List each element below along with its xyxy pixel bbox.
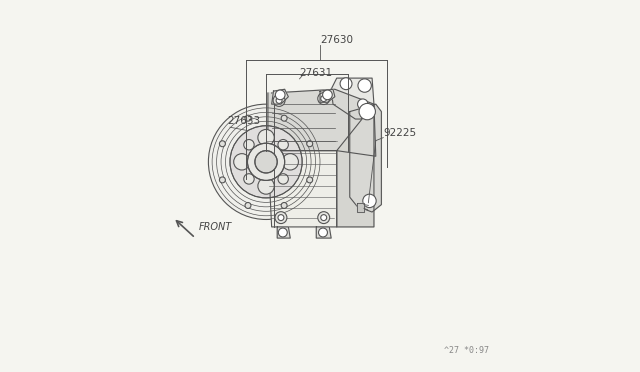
Circle shape xyxy=(245,115,251,121)
Text: 27631: 27631 xyxy=(300,68,333,78)
Text: ^27 *0:97: ^27 *0:97 xyxy=(444,346,490,355)
Circle shape xyxy=(275,90,285,100)
Circle shape xyxy=(209,104,324,219)
Polygon shape xyxy=(357,203,364,212)
Circle shape xyxy=(307,177,313,183)
Circle shape xyxy=(281,202,287,208)
Circle shape xyxy=(220,177,225,183)
Polygon shape xyxy=(268,151,337,227)
Circle shape xyxy=(273,94,285,106)
Text: 27633: 27633 xyxy=(227,116,260,126)
Polygon shape xyxy=(337,104,374,227)
Circle shape xyxy=(234,154,250,170)
Text: 27630: 27630 xyxy=(320,35,353,45)
Text: 92225: 92225 xyxy=(383,128,417,138)
Polygon shape xyxy=(316,227,331,238)
Text: FRONT: FRONT xyxy=(199,222,232,232)
Circle shape xyxy=(318,93,330,105)
Circle shape xyxy=(258,129,275,146)
Circle shape xyxy=(358,79,371,92)
Circle shape xyxy=(278,140,289,150)
Circle shape xyxy=(358,99,368,109)
Polygon shape xyxy=(268,89,376,156)
Circle shape xyxy=(248,143,285,180)
Circle shape xyxy=(282,154,298,170)
Circle shape xyxy=(258,178,275,194)
Circle shape xyxy=(278,228,287,237)
Circle shape xyxy=(281,115,287,121)
Circle shape xyxy=(321,96,326,102)
Circle shape xyxy=(307,141,313,147)
Polygon shape xyxy=(277,227,291,238)
Circle shape xyxy=(245,202,251,208)
Circle shape xyxy=(359,103,376,120)
Circle shape xyxy=(244,174,254,184)
Circle shape xyxy=(244,140,254,150)
Polygon shape xyxy=(331,78,374,119)
Polygon shape xyxy=(349,104,381,212)
Circle shape xyxy=(323,90,332,100)
Circle shape xyxy=(220,141,225,147)
Polygon shape xyxy=(271,89,289,104)
Polygon shape xyxy=(320,89,335,102)
Circle shape xyxy=(363,194,376,208)
Circle shape xyxy=(230,126,302,198)
Circle shape xyxy=(255,151,277,173)
Circle shape xyxy=(278,215,284,221)
Circle shape xyxy=(275,212,287,224)
Circle shape xyxy=(340,78,352,90)
Circle shape xyxy=(321,215,326,221)
Circle shape xyxy=(276,97,282,103)
Circle shape xyxy=(278,174,289,184)
Circle shape xyxy=(318,212,330,224)
Circle shape xyxy=(319,228,328,237)
